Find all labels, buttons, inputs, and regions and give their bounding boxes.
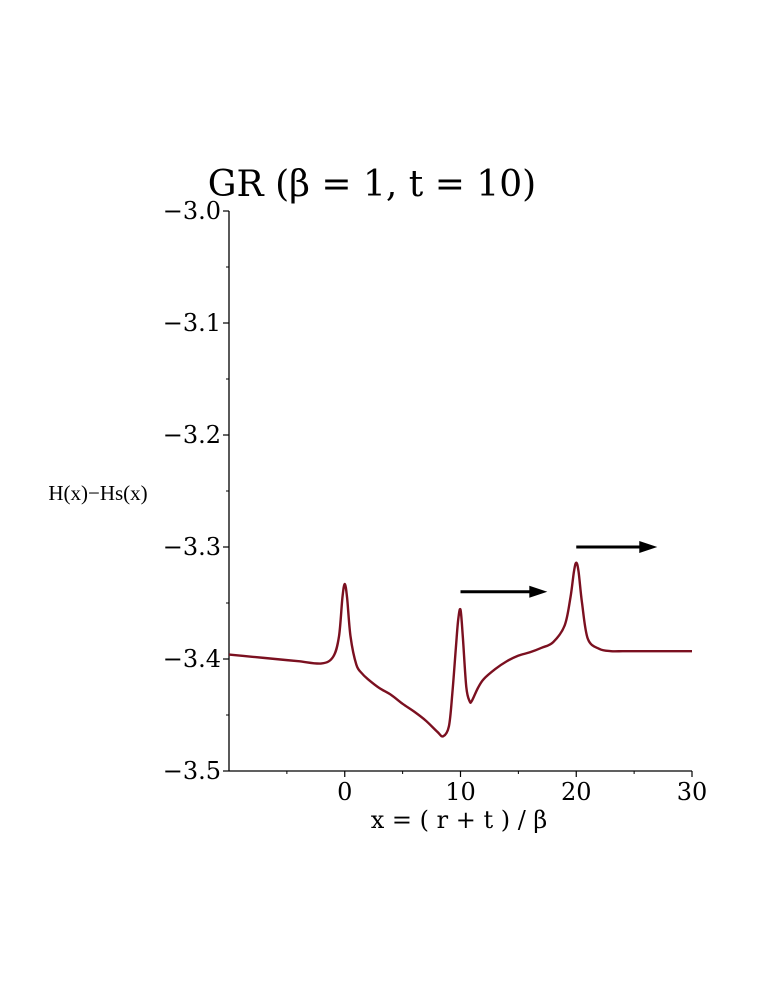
x-tick-label: 10 [445, 778, 476, 806]
y-tick-label: −3.3 [163, 533, 221, 561]
x-tick-label: 20 [561, 778, 592, 806]
series-layer [228, 561, 692, 738]
x-axis-label: x = ( r + t ) / β [371, 806, 548, 834]
y-axis-label: H(x)−Hs(x) [48, 481, 147, 505]
y-tick-label: −3.5 [163, 757, 221, 785]
ticks: −3.5 −3.4 −3.3 −3.2 −3.1 −3.0 0 10 20 30 [163, 197, 708, 806]
x-tick-label: 30 [677, 778, 708, 806]
chart-title: GR (β = 1, t = 10) [208, 164, 536, 205]
x-tick-label: 0 [337, 778, 352, 806]
annotations-layer [460, 541, 658, 598]
arrow-head [639, 541, 658, 553]
series-line-0 [228, 561, 692, 738]
y-tick-label: −3.1 [163, 309, 221, 337]
arrow-head [529, 585, 548, 598]
y-tick-label: −3.2 [163, 421, 221, 449]
y-tick-label: −3.0 [163, 197, 221, 225]
axes [228, 211, 692, 772]
y-tick-label: −3.4 [163, 645, 221, 673]
